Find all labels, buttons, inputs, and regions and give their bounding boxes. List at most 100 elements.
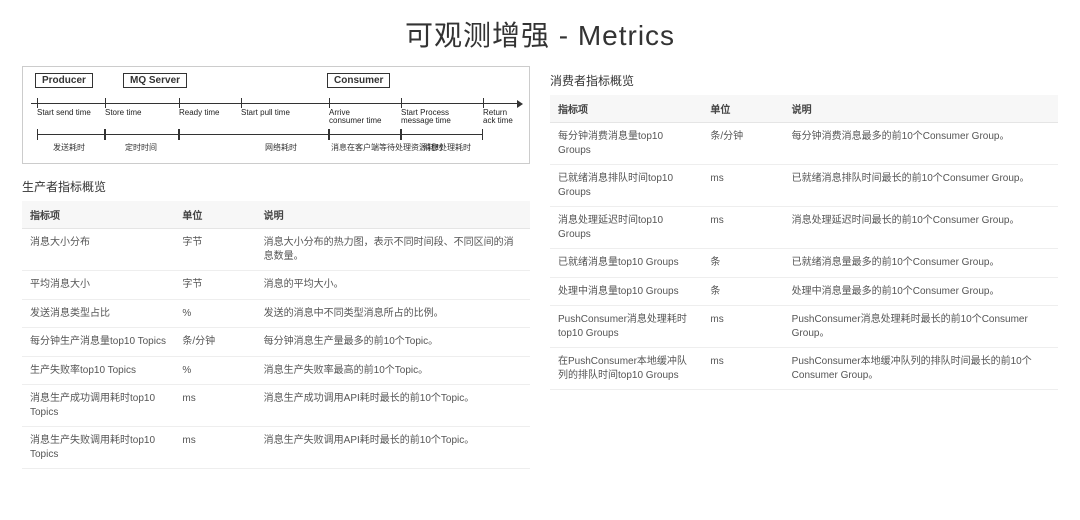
table-row: 平均消息大小字节消息的平均大小。 (22, 271, 530, 300)
table-row: 消息处理延迟时间top10 Groupsms消息处理延迟时间最长的前10个Con… (550, 207, 1058, 249)
table-row: 发送消息类型占比%发送的消息中不同类型消息所占的比例。 (22, 299, 530, 328)
cell-unit: ms (702, 207, 783, 249)
table-row: 消息生产失败调用耗时top10 Topicsms消息生产失败调用API耗时最长的… (22, 427, 530, 469)
timeline-tick-label: Arrive consumer time (329, 109, 383, 126)
cell-metric: 每分钟消费消息量top10 Groups (550, 123, 702, 165)
timeline-stage-label: Producer (35, 73, 93, 88)
timeline-stages: Producer MQ Server Consumer (31, 73, 521, 91)
table-header-row: 指标项 单位 说明 (22, 201, 530, 229)
col-metric: 指标项 (22, 201, 174, 229)
cell-metric: 生产失败率top10 Topics (22, 356, 174, 385)
timeline-segment (179, 129, 329, 141)
timeline-segment (329, 129, 401, 141)
cell-unit: % (174, 356, 255, 385)
timeline-stage-label: MQ Server (123, 73, 187, 88)
timeline-segment-label: 发送耗时 (53, 142, 85, 153)
cell-desc: 消息大小分布的热力图，表示不同时间段、不同区间的消息数量。 (256, 229, 530, 271)
cell-unit: ms (702, 348, 783, 390)
timeline-tick (401, 98, 402, 108)
cell-desc: 消息生产成功调用API耗时最长的前10个Topic。 (256, 385, 530, 427)
timeline-segment-label: 消息处理耗时 (423, 142, 471, 153)
timeline-tick-label: Store time (105, 109, 141, 117)
cell-metric: 发送消息类型占比 (22, 299, 174, 328)
cell-metric: 消息生产失败调用耗时top10 Topics (22, 427, 174, 469)
timeline-segment (105, 129, 179, 141)
consumer-section-title: 消费者指标概览 (550, 72, 1058, 89)
table-header-row: 指标项 单位 说明 (550, 95, 1058, 123)
cell-desc: 消息生产失败调用API耗时最长的前10个Topic。 (256, 427, 530, 469)
timeline-segment (37, 129, 105, 141)
cell-metric: 处理中消息量top10 Groups (550, 277, 702, 306)
content-grid: Producer MQ Server Consumer Start send tim… (0, 66, 1080, 469)
cell-metric: 已就绪消息量top10 Groups (550, 249, 702, 278)
cell-desc: 消息处理延迟时间最长的前10个Consumer Group。 (784, 207, 1058, 249)
cell-metric: 消息生产成功调用耗时top10 Topics (22, 385, 174, 427)
table-row: 处理中消息量top10 Groups条处理中消息量最多的前10个Consumer… (550, 277, 1058, 306)
timeline-arrow-icon (517, 100, 523, 108)
col-desc: 说明 (784, 95, 1058, 123)
table-row: 每分钟消费消息量top10 Groups条/分钟每分钟消费消息最多的前10个Co… (550, 123, 1058, 165)
cell-desc: 发送的消息中不同类型消息所占的比例。 (256, 299, 530, 328)
timeline-tick-label: Return ack time (483, 109, 521, 126)
col-metric: 指标项 (550, 95, 702, 123)
cell-desc: 每分钟消费消息最多的前10个Consumer Group。 (784, 123, 1058, 165)
cell-unit: 字节 (174, 229, 255, 271)
cell-desc: 消息生产失败率最高的前10个Topic。 (256, 356, 530, 385)
timeline-stage-label: Consumer (327, 73, 390, 88)
timeline-tick (329, 98, 330, 108)
timeline-segment-label: 网络耗时 (265, 142, 297, 153)
timeline-tick (37, 98, 38, 108)
page-title: 可观测增强 - Metrics (0, 0, 1080, 66)
cell-unit: ms (702, 165, 783, 207)
timeline-diagram: Producer MQ Server Consumer Start send tim… (22, 66, 530, 164)
timeline-axis: Start send timeStore timeReady timeStart… (31, 97, 521, 111)
cell-desc: PushConsumer消息处理耗时最长的前10个Consumer Group。 (784, 306, 1058, 348)
cell-metric: 在PushConsumer本地缓冲队列的排队时间top10 Groups (550, 348, 702, 390)
cell-unit: 字节 (174, 271, 255, 300)
timeline-segment-label: 定时时间 (125, 142, 157, 153)
cell-unit: 条 (702, 249, 783, 278)
col-unit: 单位 (174, 201, 255, 229)
table-row: 消息大小分布字节消息大小分布的热力图，表示不同时间段、不同区间的消息数量。 (22, 229, 530, 271)
table-row: 每分钟生产消息量top10 Topics条/分钟每分钟消息生产量最多的前10个T… (22, 328, 530, 357)
cell-metric: 平均消息大小 (22, 271, 174, 300)
timeline-tick (105, 98, 106, 108)
cell-unit: 条 (702, 277, 783, 306)
table-row: PushConsumer消息处理耗时top10 GroupsmsPushCons… (550, 306, 1058, 348)
table-row: 生产失败率top10 Topics%消息生产失败率最高的前10个Topic。 (22, 356, 530, 385)
col-desc: 说明 (256, 201, 530, 229)
cell-metric: 已就绪消息排队时间top10 Groups (550, 165, 702, 207)
cell-unit: % (174, 299, 255, 328)
table-row: 已就绪消息量top10 Groups条已就绪消息量最多的前10个Consumer… (550, 249, 1058, 278)
cell-desc: PushConsumer本地缓冲队列的排队时间最长的前10个Consumer G… (784, 348, 1058, 390)
table-row: 在PushConsumer本地缓冲队列的排队时间top10 GroupsmsPu… (550, 348, 1058, 390)
timeline-tick (179, 98, 180, 108)
cell-metric: PushConsumer消息处理耗时top10 Groups (550, 306, 702, 348)
cell-metric: 消息处理延迟时间top10 Groups (550, 207, 702, 249)
timeline-tick (241, 98, 242, 108)
timeline-tick-label: Start send time (37, 109, 91, 117)
cell-metric: 每分钟生产消息量top10 Topics (22, 328, 174, 357)
col-unit: 单位 (702, 95, 783, 123)
cell-desc: 处理中消息量最多的前10个Consumer Group。 (784, 277, 1058, 306)
table-row: 已就绪消息排队时间top10 Groupsms已就绪消息排队时间最长的前10个C… (550, 165, 1058, 207)
consumer-table: 指标项 单位 说明 每分钟消费消息量top10 Groups条/分钟每分钟消费消… (550, 95, 1058, 390)
timeline-segment (401, 129, 483, 141)
left-column: Producer MQ Server Consumer Start send tim… (22, 66, 530, 469)
cell-unit: ms (174, 385, 255, 427)
cell-unit: ms (702, 306, 783, 348)
cell-unit: ms (174, 427, 255, 469)
right-column: 消费者指标概览 指标项 单位 说明 每分钟消费消息量top10 Groups条/… (550, 66, 1058, 469)
cell-desc: 消息的平均大小。 (256, 271, 530, 300)
timeline-tick (483, 98, 484, 108)
cell-desc: 已就绪消息量最多的前10个Consumer Group。 (784, 249, 1058, 278)
timeline-tick-label: Ready time (179, 109, 219, 117)
table-row: 消息生产成功调用耗时top10 Topicsms消息生产成功调用API耗时最长的… (22, 385, 530, 427)
timeline-segments: 发送耗时定时时间网络耗时消息在客户端等待处理资源耗时消息处理耗时 (31, 129, 521, 163)
cell-desc: 已就绪消息排队时间最长的前10个Consumer Group。 (784, 165, 1058, 207)
timeline-tick-label: Start pull time (241, 109, 290, 117)
timeline-tick-label: Start Process message time (401, 109, 455, 126)
producer-section-title: 生产者指标概览 (22, 178, 530, 195)
cell-metric: 消息大小分布 (22, 229, 174, 271)
cell-desc: 每分钟消息生产量最多的前10个Topic。 (256, 328, 530, 357)
